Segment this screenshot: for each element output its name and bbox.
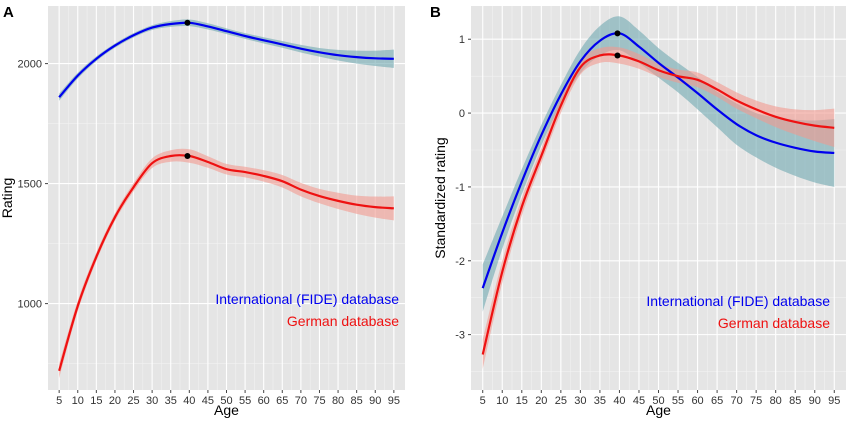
- x-tick-label: 70: [731, 395, 743, 407]
- x-tick-label: 80: [770, 395, 782, 407]
- x-tick-label: 85: [351, 395, 363, 407]
- x-tick-label: 15: [516, 395, 528, 407]
- x-tick-label: 30: [146, 395, 158, 407]
- x-tick-label: 20: [535, 395, 547, 407]
- y-axis-title: Rating: [0, 178, 15, 218]
- legend-label-fide: International (FIDE) database: [215, 291, 399, 307]
- x-tick-label: 55: [239, 395, 251, 407]
- x-tick-label: 90: [809, 395, 821, 407]
- x-tick-label: 40: [183, 395, 195, 407]
- panel-label: B: [430, 4, 441, 21]
- y-tick-label: 2000: [18, 59, 42, 71]
- x-tick-label: 5: [480, 395, 486, 407]
- y-tick-label: -1: [455, 182, 465, 194]
- y-tick-label: 1000: [18, 299, 42, 311]
- peak-marker-fide: [184, 19, 191, 26]
- x-axis-title: Age: [646, 402, 671, 418]
- x-tick-label: 35: [594, 395, 606, 407]
- x-tick-label: 15: [90, 395, 102, 407]
- x-tick-label: 80: [332, 395, 344, 407]
- x-tick-label: 90: [369, 395, 381, 407]
- peak-marker-german: [184, 153, 191, 159]
- y-tick-label: 1500: [18, 179, 42, 191]
- x-tick-label: 5: [56, 395, 62, 407]
- series-line-german: [481, 53, 835, 355]
- panel-label: A: [3, 4, 14, 21]
- y-tick-label: 0: [459, 108, 465, 120]
- x-tick-label: 55: [672, 395, 684, 407]
- x-tick-label: 85: [789, 395, 801, 407]
- x-tick-label: 30: [574, 395, 586, 407]
- legend-label-german: German database: [287, 313, 399, 329]
- y-tick-label: 1: [459, 34, 465, 46]
- series-line-fide: [58, 21, 394, 98]
- x-tick-label: 10: [496, 395, 508, 407]
- legend-label-fide: International (FIDE) database: [646, 293, 830, 309]
- x-tick-label: 40: [613, 395, 625, 407]
- y-tick-label: -2: [455, 256, 465, 268]
- x-tick-label: 95: [388, 395, 400, 407]
- x-tick-label: 50: [220, 395, 232, 407]
- x-axis-title: Age: [214, 402, 239, 418]
- x-tick-label: 60: [691, 395, 703, 407]
- x-tick-label: 45: [202, 395, 214, 407]
- x-tick-label: 20: [109, 395, 121, 407]
- panel-b: 5 10 15 20 25 30 35 40 45 50 55 60 65 70 75 80 85 90 95-3-…: [430, 4, 846, 418]
- x-tick-label: 10: [72, 395, 84, 407]
- x-tick-label: 65: [276, 395, 288, 407]
- y-axis-title: Standardized rating: [432, 137, 448, 258]
- x-tick-label: 45: [633, 395, 645, 407]
- x-tick-label: 75: [750, 395, 762, 407]
- series-line-german: [58, 154, 394, 372]
- x-tick-label: 70: [295, 395, 307, 407]
- x-tick-label: 95: [828, 395, 840, 407]
- peak-marker-fide: [614, 30, 621, 37]
- legend-label-german: German database: [718, 315, 830, 331]
- y-tick-label: -3: [455, 330, 465, 342]
- x-tick-label: 35: [165, 395, 177, 407]
- x-tick-label: 75: [313, 395, 325, 407]
- x-tick-label: 50: [652, 395, 664, 407]
- panel-a: 5 10 15 20 25 30 35 40 45 50 55 60 65 70 75 80 85 90 95 100…: [0, 4, 405, 418]
- x-tick-label: 25: [127, 395, 139, 407]
- x-tick-label: 65: [711, 395, 723, 407]
- x-tick-label: 25: [555, 395, 567, 407]
- peak-marker-german: [614, 52, 621, 59]
- series-line-fide: [481, 32, 835, 289]
- x-tick-label: 60: [258, 395, 270, 407]
